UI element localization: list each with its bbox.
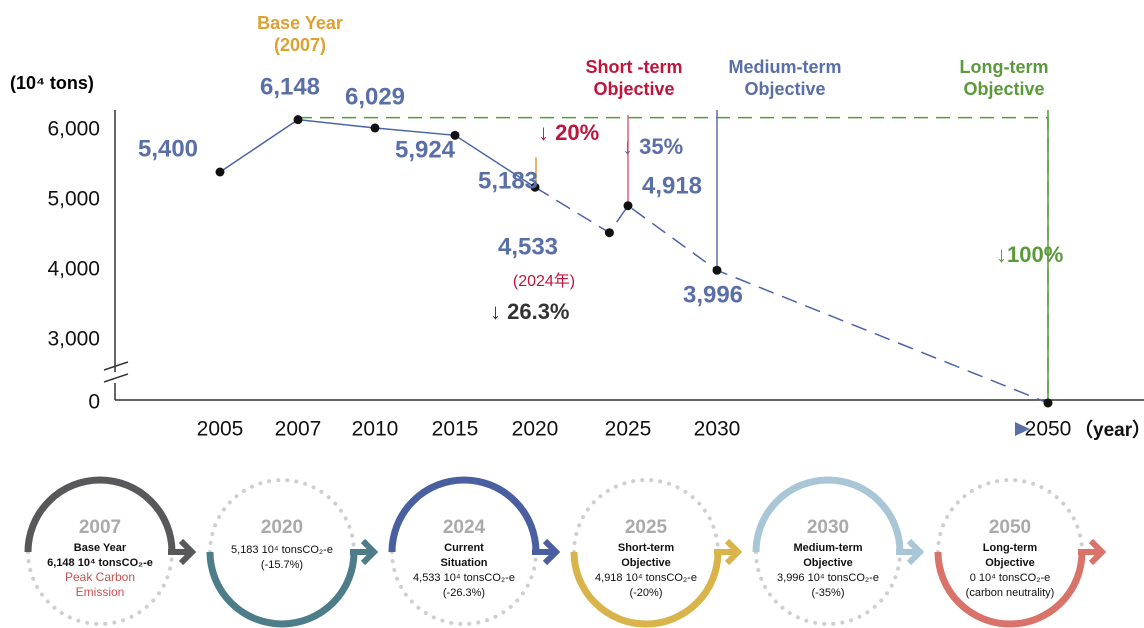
circle-arrow	[350, 538, 379, 566]
circle-solid	[24, 476, 176, 553]
value-label: 6,148	[260, 73, 320, 100]
timeline-text: (-26.3%)	[443, 587, 485, 599]
timeline-text: Long-term	[983, 542, 1038, 554]
value-label: 4,918	[642, 172, 702, 199]
value-label: 5,924	[395, 136, 456, 163]
timeline-text: Objective	[621, 557, 671, 569]
x-tick-label: 2020	[512, 418, 559, 441]
annotation: (2007)	[274, 35, 326, 55]
x-tick-label: 2050	[1025, 418, 1072, 441]
data-point	[530, 182, 540, 192]
timeline-text: (-20%)	[629, 587, 662, 599]
y-tick-label: 6,000	[47, 118, 100, 141]
timeline-text: Current	[444, 542, 484, 554]
timeline-text: Situation	[440, 557, 487, 569]
y-tick-label: 0	[88, 391, 100, 414]
annotation: Long-term	[960, 57, 1049, 77]
timeline-year: 2025	[625, 517, 668, 538]
y-axis-label: (10⁴ tons)	[10, 73, 94, 93]
annotation: ↓ 26.3%	[490, 299, 570, 324]
value-label: 6,029	[345, 83, 405, 110]
annotation: Objective	[593, 79, 674, 99]
x-tick-label: 2025	[605, 418, 652, 441]
data-point	[623, 201, 633, 211]
annotation: Medium-term	[728, 57, 841, 77]
circle-dotted	[26, 550, 174, 626]
circle-arrow	[532, 538, 561, 566]
axis-break	[103, 373, 129, 383]
data-point	[370, 123, 380, 133]
circle-dotted	[754, 550, 902, 626]
value-label: 3,996	[683, 281, 743, 308]
value-label: 4,533	[498, 233, 558, 260]
annotation: ↓ 20%	[538, 120, 599, 145]
circle-solid	[752, 476, 904, 553]
x-tick-label: 2007	[275, 418, 322, 441]
circle-solid	[934, 551, 1086, 628]
timeline-text: (-35%)	[811, 587, 844, 599]
annotation: Base Year	[257, 13, 343, 33]
timeline-text: Objective	[803, 557, 853, 569]
timeline-text: (carbon neutrality)	[966, 587, 1055, 599]
timeline-text: 4,918 10⁴ tonsCO₂-e	[595, 572, 697, 584]
x-axis-label: （year）	[1074, 418, 1144, 441]
timeline-year: 2024	[443, 517, 486, 538]
timeline-text: 6,148 10⁴ tonsCO₂-e	[47, 557, 153, 569]
circle-arrow	[896, 538, 925, 566]
timeline-year: 2020	[261, 517, 303, 538]
annotation: (2024年)	[513, 272, 575, 290]
circle-solid	[570, 551, 722, 628]
value-label: 5,183	[478, 167, 538, 194]
timeline-text: Objective	[985, 557, 1035, 569]
timeline-text: 4,533 10⁴ tonsCO₂-e	[413, 572, 515, 584]
timeline-year: 2007	[79, 517, 121, 538]
timeline-year: 2030	[807, 517, 849, 538]
data-point	[215, 167, 225, 177]
circle-solid	[388, 476, 540, 553]
x-tick-label: 2030	[694, 418, 741, 441]
data-point	[604, 228, 614, 238]
timeline-text: Base Year	[74, 542, 127, 554]
x-tick-label: 2010	[352, 418, 399, 441]
circle-arrow	[1078, 538, 1107, 566]
timeline-text: Peak Carbon	[65, 570, 135, 584]
data-point	[712, 265, 722, 275]
annotation: Objective	[744, 79, 825, 99]
annotation: ↓ 35%	[622, 134, 683, 159]
annotation: ↓100%	[996, 242, 1063, 267]
line-projected	[534, 186, 1049, 404]
y-tick-label: 3,000	[47, 328, 100, 351]
data-point	[293, 115, 303, 125]
x-tick-label: 2015	[432, 418, 479, 441]
y-tick-label: 5,000	[47, 188, 100, 211]
data-point	[450, 130, 460, 140]
x-tick-label: 2005	[197, 418, 244, 441]
circle-solid	[206, 551, 358, 628]
circle-dotted	[208, 478, 356, 554]
circle-arrow	[168, 538, 197, 566]
circle-dotted	[936, 478, 1084, 554]
y-tick-label: 4,000	[47, 258, 100, 281]
timeline-text: 3,996 10⁴ tonsCO₂-e	[777, 572, 879, 584]
axis-break	[103, 361, 129, 371]
timeline-text: Short-term	[618, 542, 674, 554]
timeline-text: 5,183 10⁴ tonsCO₂-e	[231, 544, 333, 556]
timeline-text: Emission	[76, 585, 125, 599]
annotation: Short -term	[585, 57, 682, 77]
circle-dotted	[390, 550, 538, 626]
circle-dotted	[572, 478, 720, 554]
circle-arrow	[714, 538, 743, 566]
timeline-year: 2050	[989, 517, 1031, 538]
data-point	[1043, 398, 1053, 408]
value-label: 5,400	[138, 135, 198, 162]
timeline-text: Medium-term	[793, 542, 862, 554]
timeline-text: 0 10⁴ tonsCO₂-e	[970, 572, 1051, 584]
annotation: Objective	[963, 79, 1044, 99]
timeline-text: (-15.7%)	[261, 559, 303, 571]
x-arrow-head	[1015, 422, 1030, 436]
